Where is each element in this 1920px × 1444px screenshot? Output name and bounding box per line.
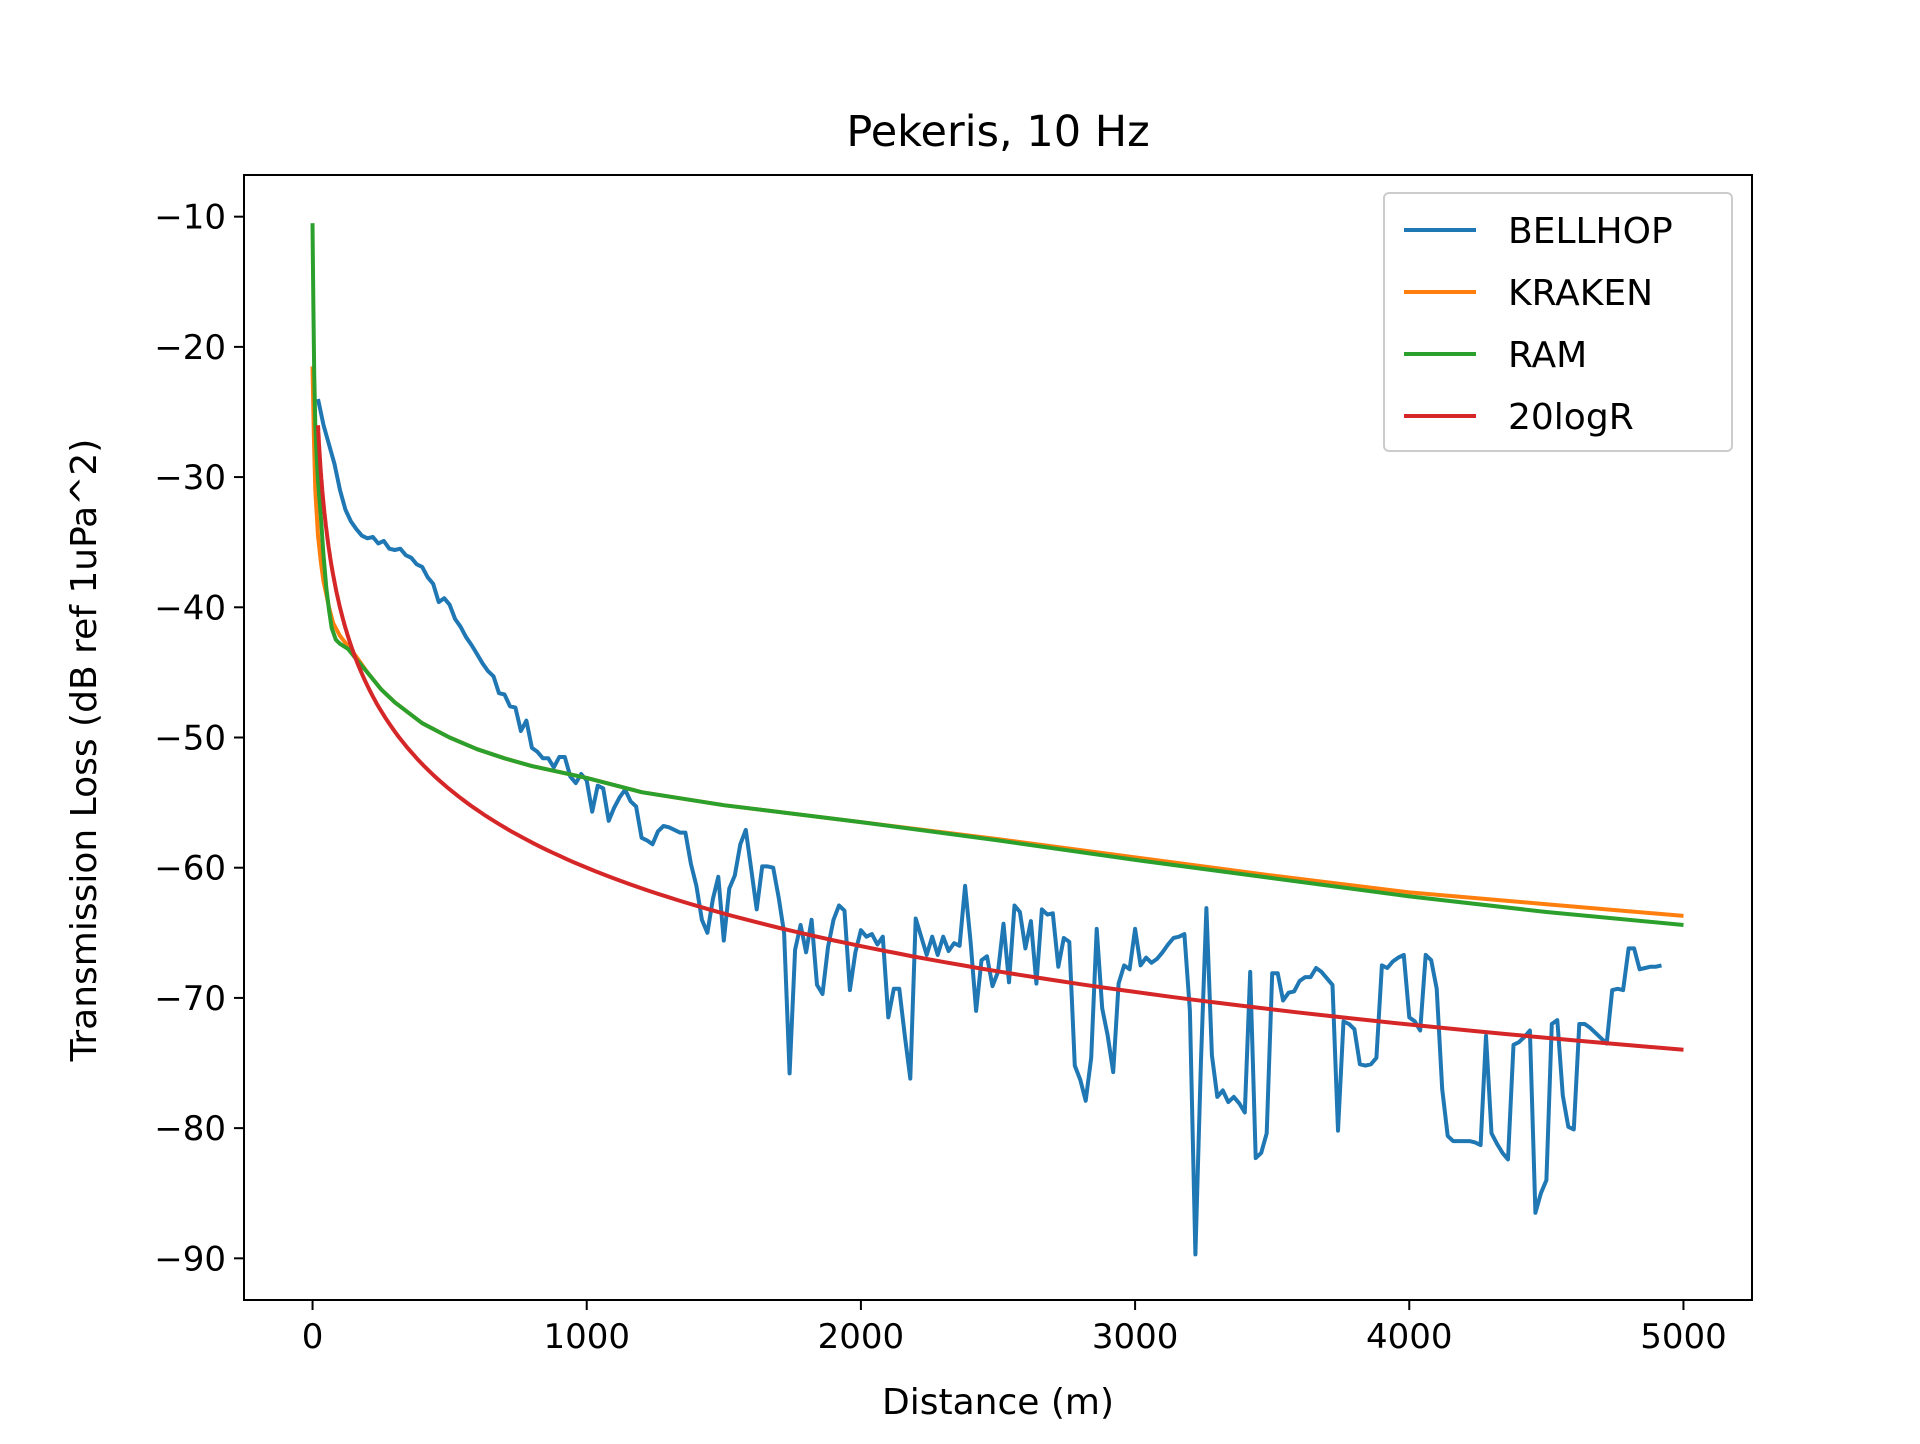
- y-tick-label: −30: [154, 458, 226, 498]
- x-tick-label: 1000: [543, 1317, 630, 1357]
- y-tick-label: −40: [154, 588, 226, 628]
- x-tick-label: 2000: [818, 1317, 905, 1357]
- legend-label: BELLHOP: [1508, 211, 1673, 252]
- legend-label: RAM: [1508, 335, 1587, 376]
- x-tick-label: 5000: [1640, 1317, 1727, 1357]
- legend-label: 20logR: [1508, 397, 1634, 438]
- y-tick-label: −60: [154, 849, 226, 889]
- y-tick-label: −50: [154, 719, 226, 759]
- series-line-ram: [310, 223, 1684, 927]
- legend: BELLHOP KRAKEN RAM 20logR: [1383, 192, 1733, 452]
- y-tick-label: −90: [154, 1239, 226, 1279]
- y-axis: −10 −20 −30 −40 −50 −60 −70 −80 −90: [154, 198, 244, 1279]
- plot-area: [310, 223, 1684, 1257]
- legend-label: KRAKEN: [1508, 273, 1653, 314]
- y-tick-label: −80: [154, 1109, 226, 1149]
- y-tick-label: −20: [154, 328, 226, 368]
- y-axis-label: Transmission Loss (dB ref 1uPa^2): [64, 439, 105, 1063]
- plot-frame: [243, 174, 1753, 1301]
- x-tick-label: 0: [302, 1317, 324, 1357]
- x-axis: 0 1000 2000 3000 4000 5000: [302, 1300, 1727, 1357]
- y-tick-label: −70: [154, 979, 226, 1019]
- chart-title: Pekeris, 10 Hz: [846, 107, 1149, 157]
- series-line-20logr: [316, 425, 1684, 1052]
- x-tick-label: 4000: [1366, 1317, 1453, 1357]
- x-axis-label: Distance (m): [882, 1382, 1114, 1423]
- x-tick-label: 3000: [1092, 1317, 1179, 1357]
- legend-box: [1383, 192, 1733, 452]
- y-tick-label: −10: [154, 198, 226, 238]
